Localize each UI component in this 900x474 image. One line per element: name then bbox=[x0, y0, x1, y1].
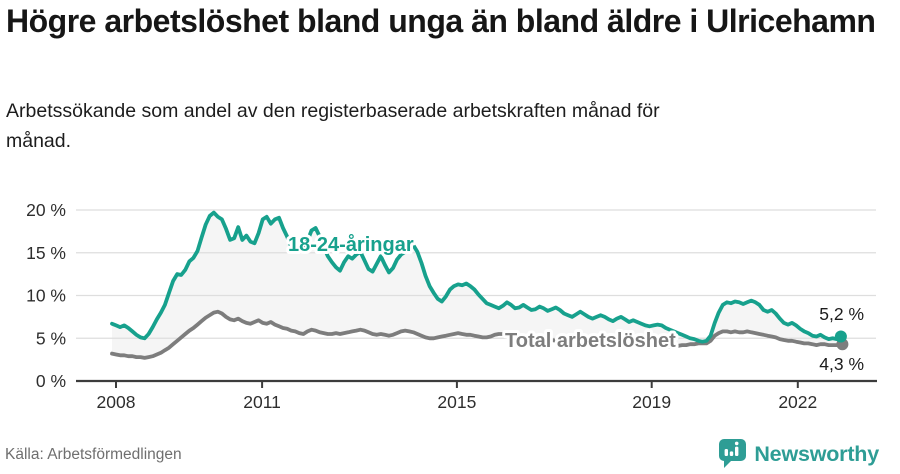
series-label-18-24-aringar: 18-24-åringar bbox=[288, 233, 414, 256]
end-dot-youth bbox=[834, 330, 847, 343]
y-axis-tick-label: 5 % bbox=[36, 328, 66, 348]
end-value-label-total: 4,3 % bbox=[819, 354, 864, 374]
chart-subtitle: Arbetssökande som andel av den registerb… bbox=[6, 100, 660, 152]
line-18-24-aringar bbox=[110, 210, 843, 344]
newsworthy-wordmark: Newsworthy bbox=[754, 441, 879, 466]
line-total-arbetsloshet bbox=[110, 309, 843, 360]
source-note: Källa: Arbetsförmedlingen bbox=[5, 446, 182, 463]
page-title: Högre arbetslöshet bland unga än bland ä… bbox=[6, 3, 876, 39]
line-chart: 0 % 5 % 10 % 15 % 20 % 2008 2011 2015 2019 2022 18… bbox=[26, 200, 877, 412]
y-axis-tick-label: 0 % bbox=[36, 371, 66, 391]
x-axis-tick-label: 2019 bbox=[632, 392, 671, 412]
y-axis-tick-label: 15 % bbox=[26, 243, 66, 263]
y-axis-tick-label: 10 % bbox=[26, 286, 66, 306]
end-value-label-youth: 5,2 % bbox=[819, 304, 864, 324]
x-axis-tick-label: 2011 bbox=[243, 392, 281, 412]
x-axis-tick-label: 2008 bbox=[97, 392, 136, 412]
newsworthy-icon bbox=[719, 439, 747, 468]
area-between-series bbox=[112, 212, 841, 358]
newsworthy-logo[interactable]: Newsworthy bbox=[719, 439, 879, 469]
series-label-total-arbetsloshet: Total arbetslöshet bbox=[505, 330, 676, 352]
x-axis-tick-label: 2015 bbox=[437, 392, 476, 412]
y-axis-tick-label: 20 % bbox=[26, 200, 66, 220]
x-axis-tick-label: 2022 bbox=[778, 392, 817, 412]
